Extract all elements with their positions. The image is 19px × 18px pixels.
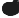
Text: A1: A1 [10, 0, 19, 12]
Text: B1: B1 [11, 0, 19, 11]
Text: A: A [10, 0, 19, 14]
Text: B2: B2 [13, 0, 19, 13]
Text: A2: A2 [8, 0, 19, 14]
